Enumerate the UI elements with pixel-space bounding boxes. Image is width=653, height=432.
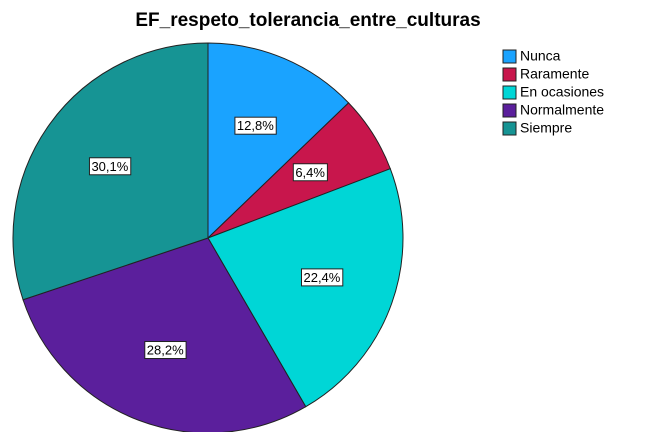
legend-label: En ocasiones [520, 84, 604, 100]
legend-swatch [502, 85, 517, 100]
pie-slice [207, 42, 350, 240]
data-label: 12,8% [237, 118, 274, 133]
label-box [234, 116, 277, 135]
data-label: 28,2% [147, 343, 184, 358]
label-box [144, 341, 187, 360]
pie-slice [22, 237, 307, 432]
legend-swatch [502, 49, 517, 64]
data-label: 30,1% [91, 159, 128, 174]
label-box [88, 157, 132, 176]
data-label: 22,4% [303, 270, 340, 285]
legend-swatch [502, 67, 517, 82]
label-box [300, 268, 344, 287]
legend-swatch [502, 121, 517, 136]
pie-slice [207, 168, 404, 408]
legend-swatch [502, 103, 517, 118]
chart-title: EF_respeto_tolerancia_entre_culturas [135, 10, 480, 31]
legend-label: Raramente [520, 66, 589, 82]
legend-label: Siempre [520, 120, 572, 136]
legend-label: Normalmente [520, 102, 604, 118]
data-label: 6,4% [295, 165, 325, 180]
label-box [292, 163, 328, 182]
legend-label: Nunca [520, 48, 561, 64]
